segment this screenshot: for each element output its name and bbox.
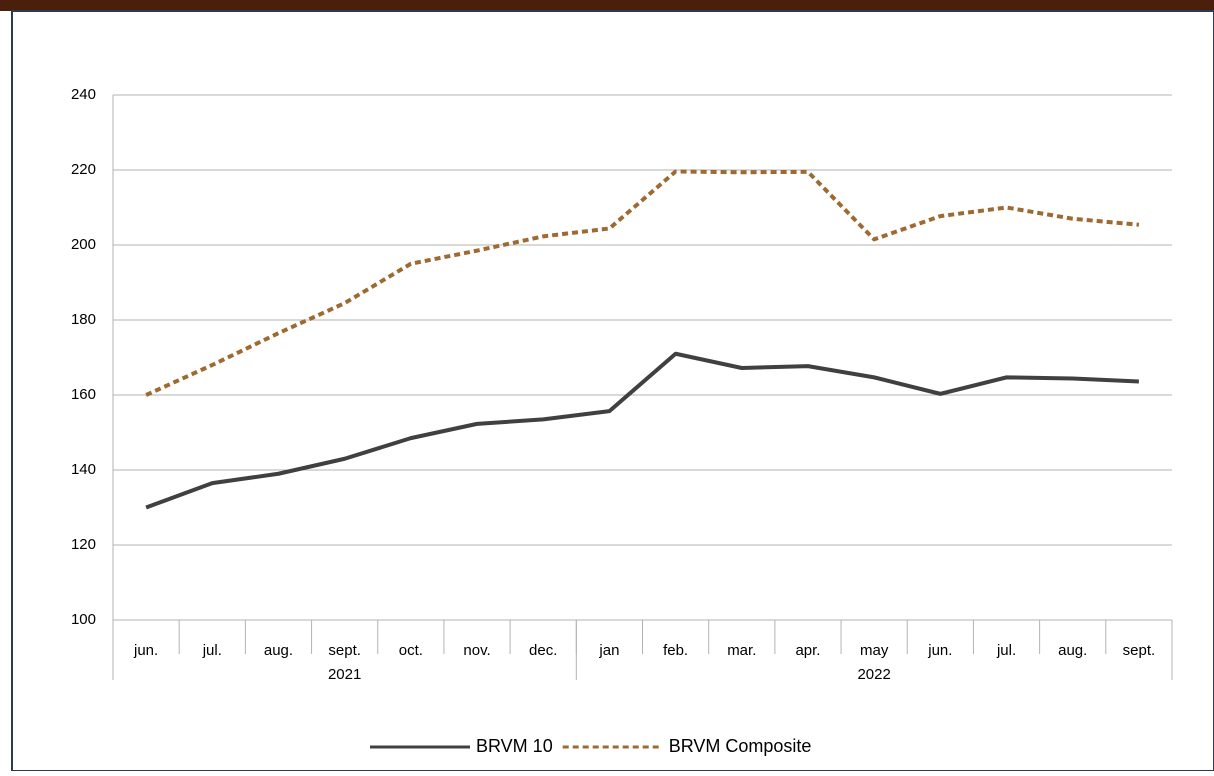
legend-label: BRVM Composite xyxy=(669,736,812,756)
y-tick-label: 140 xyxy=(71,461,96,478)
y-tick-label: 120 xyxy=(71,536,96,553)
x-tick-label: sept. xyxy=(1123,642,1156,659)
x-tick-label: dec. xyxy=(529,642,557,659)
y-tick-label: 200 xyxy=(71,236,96,253)
x-tick-label: jul. xyxy=(202,642,222,659)
y-tick-label: 240 xyxy=(71,86,96,103)
chart-frame xyxy=(11,10,1214,772)
series-line xyxy=(145,169,1140,397)
y-tick-label: 220 xyxy=(71,161,96,178)
x-tick-label: jun. xyxy=(133,642,158,659)
x-tick-label: feb. xyxy=(663,642,688,659)
x-tick-label: jun. xyxy=(927,642,952,659)
header-bar xyxy=(0,0,1214,11)
x-tick-label: aug. xyxy=(264,642,293,659)
x-tick-label: sept. xyxy=(328,642,361,659)
y-tick-label: 160 xyxy=(71,386,96,403)
x-tick-label: mar. xyxy=(727,642,756,659)
legend-label: BRVM 10 xyxy=(476,736,553,756)
group-label: 2021 xyxy=(328,666,361,683)
x-tick-label: apr. xyxy=(795,642,820,659)
x-tick-label: jul. xyxy=(996,642,1016,659)
series-line xyxy=(145,351,1140,510)
x-tick-label: may xyxy=(860,642,889,659)
y-tick-label: 100 xyxy=(71,611,96,628)
x-tick-label: jan xyxy=(598,642,619,659)
x-tick-label: aug. xyxy=(1058,642,1087,659)
group-label: 2022 xyxy=(857,666,890,683)
y-tick-label: 180 xyxy=(71,311,96,328)
x-tick-label: nov. xyxy=(463,642,490,659)
x-tick-label: oct. xyxy=(399,642,423,659)
